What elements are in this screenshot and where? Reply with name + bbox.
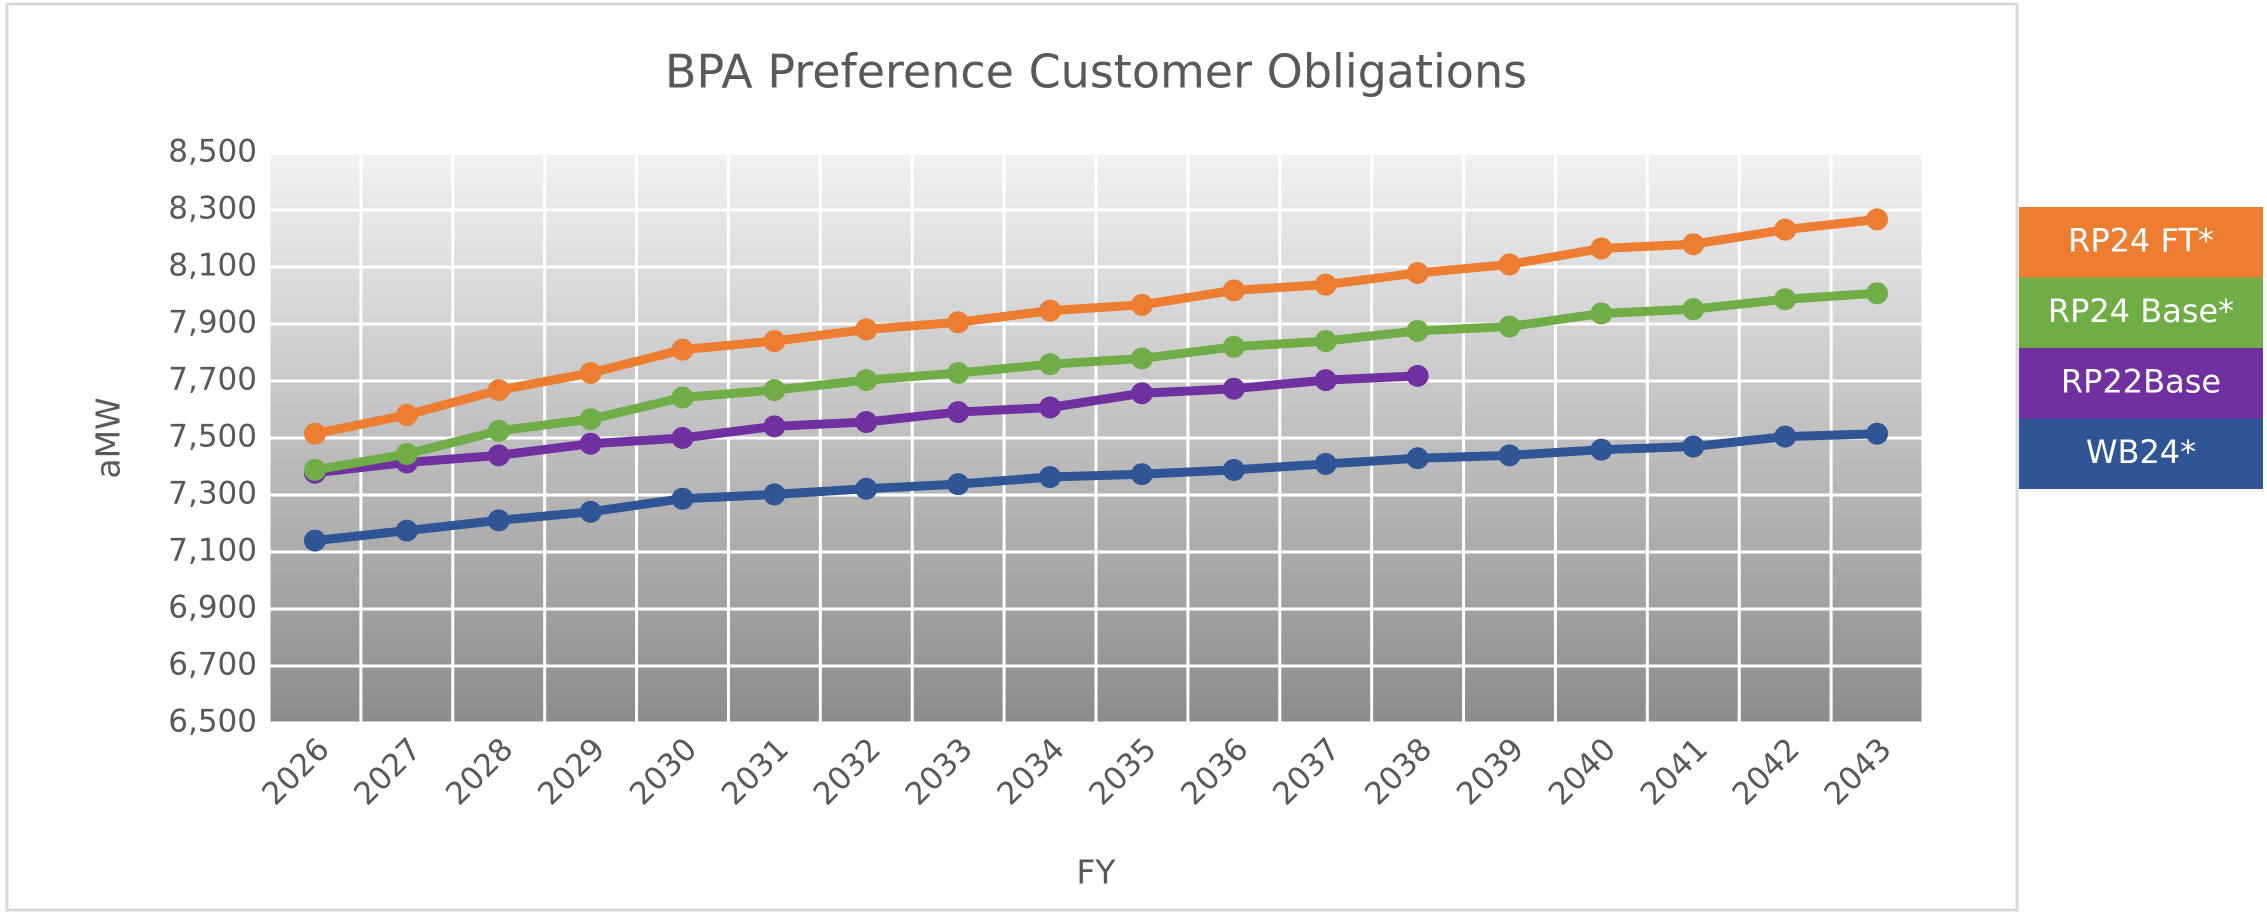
point-marker (1222, 458, 1245, 481)
point-marker (855, 369, 878, 392)
point-marker (487, 419, 510, 442)
point-marker (1866, 422, 1889, 445)
point-marker (947, 362, 970, 385)
point-marker (1314, 273, 1337, 296)
y-tick-label: 6,500 (168, 704, 257, 740)
point-marker (1039, 299, 1062, 322)
y-axis-label: aMW (89, 397, 128, 478)
y-tick-label: 7,500 (168, 419, 257, 455)
point-marker (1406, 319, 1429, 342)
point-marker (1498, 444, 1521, 467)
point-marker (395, 442, 418, 465)
point-marker (671, 386, 694, 409)
legend-swatch (2019, 418, 2263, 489)
point-marker (1130, 463, 1153, 486)
point-marker (579, 362, 602, 385)
point-marker (1222, 377, 1245, 400)
series-line (314, 288, 1878, 475)
point-marker (487, 379, 510, 402)
point-marker (1222, 335, 1245, 358)
point-marker (1498, 253, 1521, 276)
y-tick-label: 8,300 (168, 191, 257, 227)
point-marker (1039, 353, 1062, 376)
y-tick-label: 6,900 (168, 590, 257, 626)
point-marker (855, 411, 878, 434)
point-marker (1682, 298, 1705, 321)
point-marker (1774, 425, 1797, 448)
point-marker (579, 500, 602, 523)
point-marker (579, 408, 602, 431)
point-marker (671, 338, 694, 361)
legend-swatch (2019, 348, 2263, 419)
point-marker (1222, 279, 1245, 302)
series-line (314, 214, 1878, 439)
point-marker (1406, 364, 1429, 387)
point-marker (579, 432, 602, 455)
legend-label: RP24 Base* (2048, 292, 2234, 330)
point-marker (1406, 261, 1429, 284)
point-marker (671, 427, 694, 449)
point-marker (487, 444, 510, 467)
point-marker (947, 473, 970, 496)
y-tick-label: 6,700 (168, 647, 257, 683)
point-marker (1039, 396, 1062, 419)
legend-label: WB24* (2086, 433, 2196, 471)
point-marker (763, 415, 786, 438)
legend-swatch (2019, 277, 2263, 348)
y-tick-label: 8,500 (168, 134, 257, 170)
point-marker (1314, 369, 1337, 392)
y-tick-label: 7,900 (168, 305, 257, 341)
point-marker (1498, 315, 1521, 338)
point-marker (1866, 282, 1889, 305)
point-marker (763, 379, 786, 402)
legend-label: RP24 FT* (2068, 221, 2214, 259)
point-marker (671, 487, 694, 510)
point-marker (1866, 208, 1889, 231)
legend-label: RP22Base (2061, 362, 2221, 400)
y-tick-label: 7,700 (168, 362, 257, 398)
point-marker (1039, 466, 1062, 489)
point-marker (1314, 452, 1337, 475)
x-axis-label: FY (1076, 853, 1116, 892)
point-marker (763, 483, 786, 506)
point-marker (1314, 330, 1337, 353)
point-marker (1130, 382, 1153, 405)
point-marker (855, 477, 878, 500)
point-marker (947, 401, 970, 424)
point-marker (395, 403, 418, 426)
point-marker (1774, 218, 1797, 241)
point-marker (947, 311, 970, 334)
point-marker (303, 529, 326, 552)
point-marker (1590, 237, 1613, 260)
point-marker (303, 458, 326, 481)
point-marker (855, 318, 878, 341)
point-marker (1130, 293, 1153, 316)
chart-title: BPA Preference Customer Obligations (665, 45, 1527, 99)
point-marker (303, 422, 326, 445)
y-tick-label: 8,100 (168, 248, 257, 284)
y-tick-label: 7,300 (168, 476, 257, 512)
point-marker (487, 509, 510, 532)
point-marker (1130, 347, 1153, 370)
point-marker (1406, 447, 1429, 470)
point-marker (1774, 288, 1797, 311)
point-marker (763, 330, 786, 353)
legend-swatch (2019, 207, 2263, 278)
y-tick-label: 7,100 (168, 533, 257, 569)
point-marker (1590, 438, 1613, 461)
point-marker (1682, 233, 1705, 256)
point-marker (1590, 302, 1613, 325)
point-marker (1682, 435, 1705, 458)
point-marker (395, 519, 418, 542)
series-line (314, 429, 1878, 546)
